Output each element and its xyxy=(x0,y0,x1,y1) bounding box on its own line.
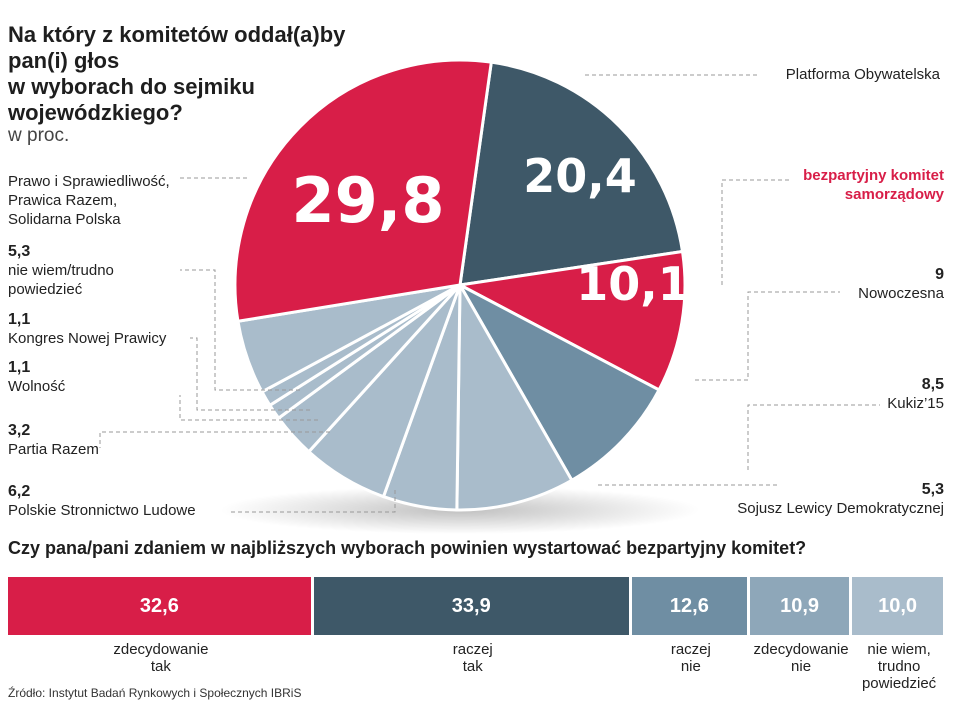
bar-caption-line: raczej xyxy=(452,641,493,658)
bar-caption-line: tak xyxy=(150,658,171,675)
leader-knp xyxy=(190,337,310,411)
label-wolnosc: 1,1 Wolność xyxy=(8,359,66,395)
bar-question: Czy pana/pani zdaniem w najbliższych wyb… xyxy=(8,538,807,558)
bar-caption-line: zdecydowanie xyxy=(753,641,849,658)
bar-segment-3: 12,6 xyxy=(631,577,750,635)
bar-caption-line: raczej xyxy=(670,641,711,658)
source-note: Źródło: Instytut Badań Rynkowych i Społe… xyxy=(8,686,302,700)
bar-caption-5: nie wiem, trudno powiedzieć xyxy=(832,641,960,692)
bar-caption-line: nie xyxy=(791,658,812,675)
label-knp: 1,1 Kongres Nowej Prawicy xyxy=(8,311,167,347)
label-psl: 6,2 Polskie Stronnictwo Ludowe xyxy=(8,483,196,519)
bar-caption-line: trudno xyxy=(877,658,921,675)
chart-title: Na który z komitetów oddał(a)by pan(i) g… xyxy=(8,22,346,125)
bar-segment-4: 10,9 xyxy=(749,577,853,635)
pie-slice-2 xyxy=(455,249,687,392)
bar-segment-1: 32,6 xyxy=(8,577,314,635)
bar-caption-line: powiedzieć xyxy=(861,675,937,692)
leader-psl xyxy=(230,490,396,513)
pie-chart: 29,8 20,4 10,1 xyxy=(99,58,880,534)
leader-nowoczesna xyxy=(695,291,840,381)
label-sld: 5,3 Sojusz Lewicy Demokratycznej xyxy=(737,481,944,517)
pie-slice-4 xyxy=(455,279,574,512)
leader-bezp xyxy=(721,179,790,285)
label-niewiem: 5,3 nie wiem/trudno powiedzieć xyxy=(8,243,114,298)
leader-razem xyxy=(99,431,330,448)
pie-slice-3 xyxy=(456,281,662,483)
label-bezp: bezpartyjny komitet samorządowy xyxy=(803,167,944,203)
pie-slice-1 xyxy=(458,60,685,287)
pie-value-pis: 29,8 xyxy=(292,164,445,237)
label-po: Platforma Obywatelska xyxy=(785,66,940,83)
leader-kukiz xyxy=(747,404,880,470)
bar-segment-2: 33,9 xyxy=(313,577,632,635)
pie-value-bezp: 10,1 xyxy=(576,257,690,311)
bar-caption-line: zdecydowanie xyxy=(113,641,209,658)
leader-niewiem xyxy=(180,269,300,391)
label-kukiz: 8,5 Kukiz’15 xyxy=(887,376,944,412)
label-razem: 3,2 Partia Razem xyxy=(8,422,99,458)
bar-segment-5: 10,0 xyxy=(852,577,946,635)
bar-caption-line: tak xyxy=(462,658,483,675)
leader-wolnosc xyxy=(179,395,318,421)
bar-caption-3: raczej nie xyxy=(612,641,770,675)
bar-caption-line: nie xyxy=(680,658,701,675)
pie-slice-11 xyxy=(233,58,494,324)
bar-caption-1: zdecydowanie tak xyxy=(0,641,334,675)
unit-label: w proc. xyxy=(8,125,70,146)
label-pis: Prawo i Sprawiedliwość, Prawica Razem, S… xyxy=(8,173,170,228)
pie-value-po: 20,4 xyxy=(523,149,637,203)
bar-caption-2: raczej tak xyxy=(294,641,652,675)
bar-caption-4: zdecydowanie nie xyxy=(730,641,872,675)
label-nowoczesna: 9 Nowoczesna xyxy=(858,266,944,302)
bar-caption-line: nie wiem, xyxy=(867,641,931,658)
